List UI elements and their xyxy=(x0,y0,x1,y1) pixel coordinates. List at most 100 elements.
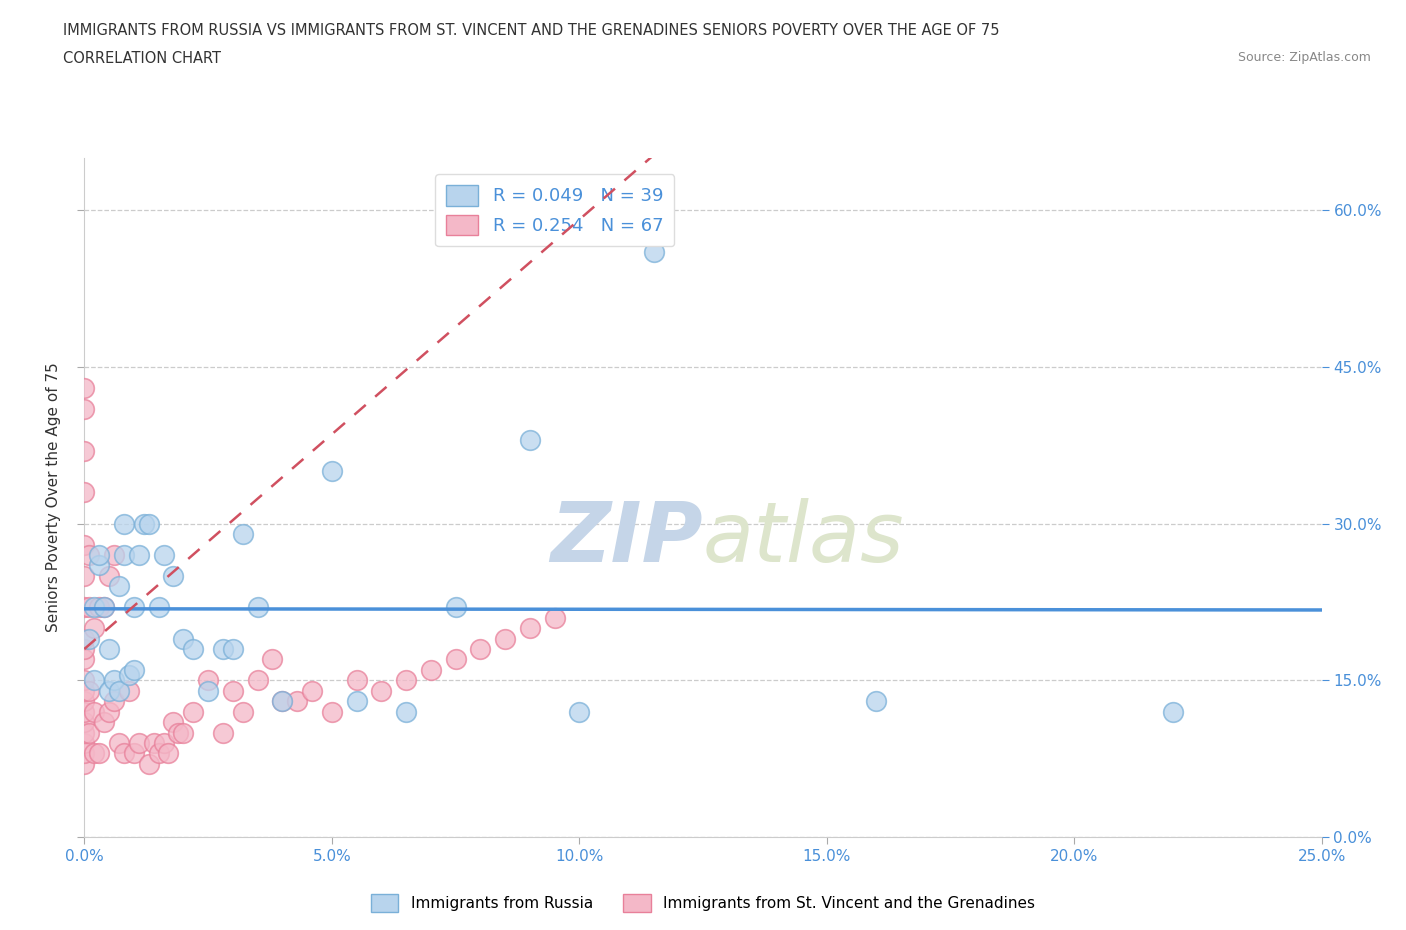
Text: atlas: atlas xyxy=(703,498,904,578)
Text: Source: ZipAtlas.com: Source: ZipAtlas.com xyxy=(1237,51,1371,64)
Point xyxy=(98,684,121,698)
Point xyxy=(73,714,96,729)
Point xyxy=(73,736,96,751)
Point xyxy=(128,736,150,751)
Point xyxy=(148,746,170,761)
Point xyxy=(108,684,131,698)
Point xyxy=(643,245,665,259)
Point xyxy=(118,668,141,683)
Point xyxy=(98,568,121,583)
Point xyxy=(108,736,131,751)
Point xyxy=(157,746,180,761)
Legend: R = 0.049   N = 39, R = 0.254   N = 67: R = 0.049 N = 39, R = 0.254 N = 67 xyxy=(434,174,673,246)
Point xyxy=(395,704,418,719)
Point xyxy=(519,620,541,635)
Text: IMMIGRANTS FROM RUSSIA VS IMMIGRANTS FROM ST. VINCENT AND THE GRENADINES SENIORS: IMMIGRANTS FROM RUSSIA VS IMMIGRANTS FRO… xyxy=(63,23,1000,38)
Y-axis label: Seniors Poverty Over the Age of 75: Seniors Poverty Over the Age of 75 xyxy=(46,363,62,632)
Point xyxy=(568,704,591,719)
Point xyxy=(212,725,235,740)
Point xyxy=(262,652,284,667)
Point xyxy=(246,600,269,615)
Point xyxy=(444,600,467,615)
Point xyxy=(122,600,145,615)
Point xyxy=(118,684,141,698)
Point xyxy=(222,642,245,657)
Point xyxy=(246,673,269,688)
Point xyxy=(172,631,194,646)
Point xyxy=(285,694,308,709)
Point xyxy=(108,578,131,593)
Point xyxy=(543,610,565,625)
Point xyxy=(73,652,96,667)
Point xyxy=(73,694,96,709)
Point xyxy=(79,684,101,698)
Point xyxy=(138,756,160,771)
Point xyxy=(162,568,184,583)
Point xyxy=(197,684,219,698)
Point xyxy=(232,526,254,541)
Point xyxy=(112,548,135,563)
Point xyxy=(79,631,101,646)
Point xyxy=(93,714,115,729)
Point xyxy=(142,736,165,751)
Point xyxy=(132,516,155,531)
Point xyxy=(167,725,190,740)
Point xyxy=(89,600,111,615)
Point xyxy=(232,704,254,719)
Point xyxy=(419,662,441,677)
Point xyxy=(122,746,145,761)
Point xyxy=(93,600,115,615)
Text: ZIP: ZIP xyxy=(550,498,703,578)
Point xyxy=(162,714,184,729)
Point xyxy=(103,673,125,688)
Point xyxy=(73,538,96,552)
Point xyxy=(122,662,145,677)
Point xyxy=(172,725,194,740)
Point xyxy=(222,684,245,698)
Point xyxy=(1161,704,1184,719)
Point xyxy=(73,443,96,458)
Point xyxy=(865,694,887,709)
Point xyxy=(73,600,96,615)
Text: CORRELATION CHART: CORRELATION CHART xyxy=(63,51,221,66)
Point xyxy=(73,673,96,688)
Point xyxy=(83,704,105,719)
Point xyxy=(83,600,105,615)
Point xyxy=(152,736,174,751)
Point xyxy=(128,548,150,563)
Point xyxy=(73,684,96,698)
Point xyxy=(197,673,219,688)
Point xyxy=(112,516,135,531)
Point xyxy=(346,694,368,709)
Point xyxy=(519,432,541,447)
Point xyxy=(93,600,115,615)
Point xyxy=(73,568,96,583)
Point xyxy=(83,620,105,635)
Point xyxy=(79,548,101,563)
Point xyxy=(181,642,204,657)
Point xyxy=(494,631,516,646)
Point xyxy=(73,380,96,395)
Point xyxy=(271,694,294,709)
Point xyxy=(346,673,368,688)
Point xyxy=(83,746,105,761)
Point xyxy=(103,548,125,563)
Legend: Immigrants from Russia, Immigrants from St. Vincent and the Grenadines: Immigrants from Russia, Immigrants from … xyxy=(364,888,1042,918)
Point xyxy=(79,725,101,740)
Point xyxy=(73,756,96,771)
Point xyxy=(89,548,111,563)
Point xyxy=(181,704,204,719)
Point xyxy=(321,464,343,479)
Point xyxy=(152,548,174,563)
Point xyxy=(73,642,96,657)
Point xyxy=(98,642,121,657)
Point xyxy=(370,684,392,698)
Point xyxy=(444,652,467,667)
Point xyxy=(112,746,135,761)
Point xyxy=(98,704,121,719)
Point xyxy=(271,694,294,709)
Point xyxy=(89,746,111,761)
Point xyxy=(73,402,96,417)
Point xyxy=(73,746,96,761)
Point xyxy=(79,600,101,615)
